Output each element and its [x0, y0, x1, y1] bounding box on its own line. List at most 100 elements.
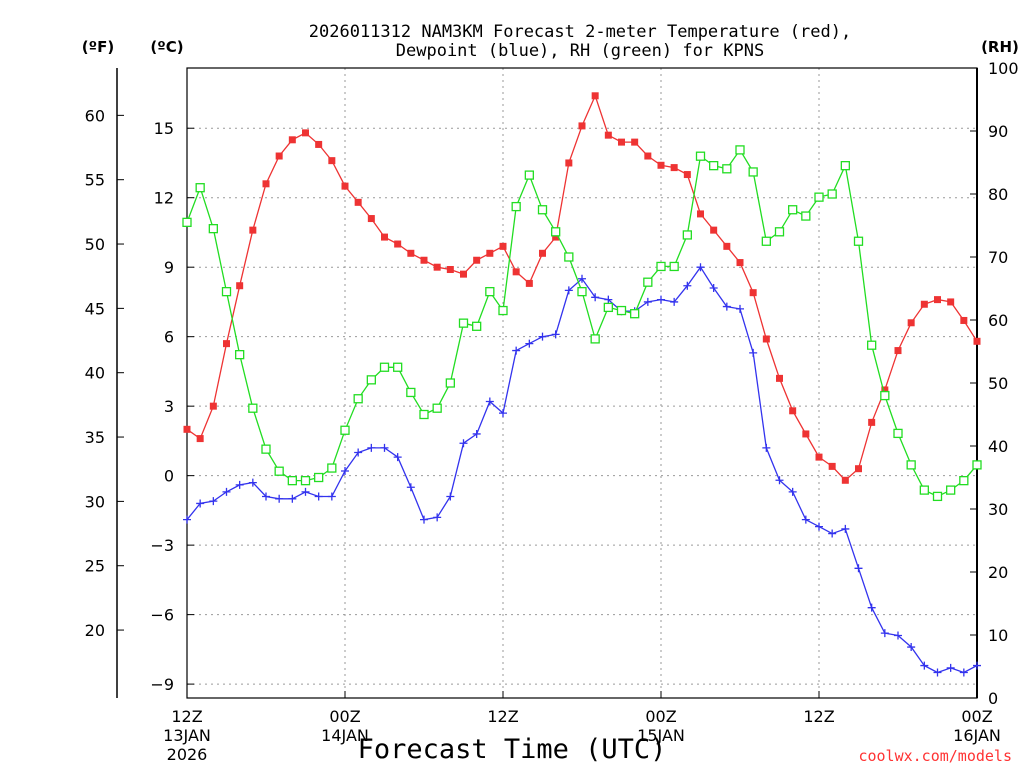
data-point-marker	[419, 409, 429, 420]
axes	[116, 67, 978, 699]
data-point-marker	[182, 217, 192, 228]
data-point-marker	[920, 661, 929, 670]
rh-tick-label: 70	[988, 248, 1008, 267]
data-point-marker	[776, 374, 783, 382]
data-point-marker	[564, 252, 574, 262]
data-point-marker	[538, 332, 547, 341]
data-point-marker	[578, 122, 586, 130]
data-point-marker	[564, 286, 573, 295]
data-point-marker	[287, 475, 297, 486]
data-point-marker	[657, 295, 665, 304]
data-point-marker	[340, 425, 350, 435]
data-point-marker	[394, 240, 402, 248]
data-point-marker	[300, 475, 311, 486]
data-point-marker	[473, 256, 481, 264]
data-point-marker	[524, 170, 534, 180]
data-point-marker	[853, 236, 864, 246]
data-point-marker	[946, 485, 956, 495]
data-point-marker	[591, 92, 599, 100]
data-point-marker	[735, 145, 745, 155]
data-point-marker	[236, 282, 244, 290]
data-point-marker	[775, 476, 784, 485]
x-tick-label: 00Z	[961, 707, 992, 726]
data-point-marker	[445, 378, 455, 388]
data-point-marker	[381, 233, 388, 241]
data-point-marker	[959, 668, 968, 677]
celsius-unit-label: (ºC)	[150, 38, 183, 56]
data-point-marker	[788, 487, 797, 496]
data-point-marker	[696, 263, 705, 272]
rh-tick-label: 100	[988, 59, 1019, 78]
data-point-marker	[906, 460, 916, 470]
data-point-marker	[208, 223, 218, 234]
data-point-marker	[591, 293, 600, 302]
data-point-marker	[433, 263, 441, 271]
data-point-marker	[314, 492, 323, 501]
data-point-marker	[657, 161, 665, 169]
fahrenheit-tick-label: 40	[85, 364, 105, 383]
plot-frame	[186, 67, 978, 699]
rh-tick-label: 40	[988, 437, 1008, 456]
data-point-marker	[736, 259, 744, 267]
data-point-marker	[249, 226, 257, 234]
x-tick-label: 00Z	[329, 707, 360, 726]
data-point-marker	[366, 375, 376, 385]
data-point-marker	[209, 402, 217, 410]
data-point-marker	[420, 515, 428, 524]
data-point-marker	[551, 227, 561, 237]
x-axis-label: Forecast Time (UTC)	[358, 734, 667, 765]
data-point-marker	[788, 205, 798, 215]
x-tick-label: 12Z	[803, 707, 834, 726]
data-point-marker	[380, 443, 389, 452]
data-point-marker	[827, 189, 837, 199]
data-point-marker	[393, 453, 402, 462]
rh-tick-label: 10	[988, 626, 1008, 645]
tick-labels: −9 −6 −3 0 3 6 9 12 15 20 25 30 35 40 45 50 55 60 0 10 20 30 4…	[85, 59, 1019, 764]
data-point-marker	[867, 340, 877, 350]
data-point-marker	[656, 261, 666, 272]
data-point-marker	[973, 661, 981, 670]
data-point-marker	[552, 233, 560, 241]
data-point-marker	[604, 131, 612, 139]
data-point-marker	[590, 334, 600, 344]
data-point-marker	[223, 340, 230, 348]
x-tick-label: 12Z	[171, 707, 202, 726]
data-point-marker	[446, 492, 455, 501]
data-point-marker	[959, 475, 969, 486]
data-point-marker	[577, 286, 587, 297]
series-dewpoint	[183, 263, 981, 677]
rh-unit-label: (RH)	[981, 38, 1019, 56]
data-point-marker	[460, 270, 467, 278]
data-point-marker	[354, 198, 362, 206]
data-point-marker	[261, 444, 271, 454]
data-point-marker	[643, 277, 653, 287]
fahrenheit-tick-label: 45	[85, 299, 105, 318]
data-point-marker	[367, 215, 375, 223]
data-point-marker	[855, 465, 862, 473]
data-point-marker	[301, 487, 310, 496]
data-point-marker	[537, 205, 548, 215]
data-point-marker	[406, 387, 416, 398]
fahrenheit-tick-label: 35	[85, 428, 105, 447]
x-tick-label: 13JAN	[163, 726, 211, 745]
data-point-marker	[499, 242, 507, 250]
data-point-marker	[603, 302, 613, 313]
data-point-marker	[314, 472, 324, 483]
data-point-marker	[682, 230, 692, 240]
data-point-marker	[722, 164, 732, 174]
data-point-marker	[616, 305, 627, 316]
data-point-marker	[631, 138, 639, 146]
data-point-marker	[841, 476, 849, 484]
data-point-marker	[880, 390, 890, 401]
data-point-marker	[196, 499, 205, 508]
data-point-marker	[341, 467, 349, 476]
data-point-marker	[683, 281, 692, 290]
data-point-marker	[393, 362, 403, 372]
data-point-marker	[894, 631, 902, 640]
data-point-marker	[867, 603, 876, 612]
data-point-marker	[328, 157, 336, 165]
data-point-marker	[604, 295, 613, 304]
data-point-marker	[274, 466, 284, 476]
data-point-marker	[761, 236, 771, 246]
data-point-marker	[367, 443, 376, 452]
